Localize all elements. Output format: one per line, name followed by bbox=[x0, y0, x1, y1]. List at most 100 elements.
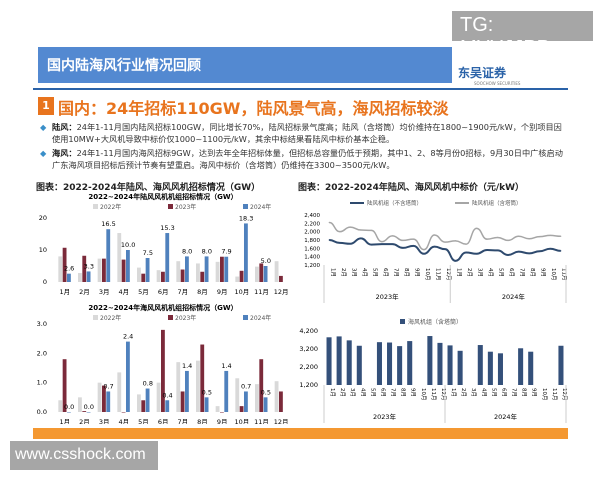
x-tick-label: 7月 bbox=[178, 418, 189, 424]
x-tick-label: 5月 bbox=[138, 418, 149, 424]
y-tick-label: 20 bbox=[39, 214, 47, 222]
bar bbox=[121, 412, 126, 413]
bar bbox=[137, 394, 141, 412]
x-tick-label: 10月 bbox=[234, 288, 249, 296]
bar bbox=[117, 372, 122, 412]
data-label: 3.3 bbox=[84, 262, 94, 270]
data-point bbox=[402, 247, 404, 249]
bar bbox=[161, 271, 165, 282]
x-tick-label: 11月 bbox=[430, 388, 437, 401]
section-number: 1 bbox=[38, 97, 54, 115]
bar bbox=[58, 400, 63, 412]
legend-swatch bbox=[243, 204, 248, 209]
bar bbox=[180, 269, 185, 282]
bar bbox=[376, 342, 382, 385]
group-label: 2024年 bbox=[502, 292, 526, 301]
data-label: 0.7 bbox=[103, 382, 113, 390]
bar bbox=[102, 385, 106, 412]
bar bbox=[106, 229, 111, 282]
bar bbox=[259, 359, 264, 412]
data-point bbox=[391, 243, 393, 245]
legend-swatch bbox=[400, 319, 405, 324]
header-divider bbox=[33, 88, 568, 90]
legend-swatch bbox=[168, 315, 173, 320]
data-point bbox=[528, 238, 530, 240]
x-tick-label: 10月 bbox=[420, 388, 427, 401]
diamond-icon: ◆ bbox=[40, 122, 47, 132]
x-tick-label: 4月 bbox=[119, 418, 130, 424]
data-point bbox=[518, 251, 520, 253]
x-tick-label: 7月 bbox=[390, 388, 397, 397]
x-tick-label: 3月 bbox=[99, 288, 110, 296]
data-label: 0.5 bbox=[261, 388, 271, 396]
y-tick-label: 2.0 bbox=[37, 349, 47, 357]
bar bbox=[145, 258, 150, 282]
x-tick-label: 5月 bbox=[369, 388, 376, 397]
y-tick-label: 3.0 bbox=[37, 320, 47, 328]
bar bbox=[326, 337, 332, 385]
data-point bbox=[486, 249, 488, 251]
x-tick-label: 5月 bbox=[371, 268, 378, 277]
data-point bbox=[486, 238, 488, 240]
x-tick-label: 8月 bbox=[521, 388, 528, 397]
x-tick-label: 2月 bbox=[79, 418, 90, 424]
data-point bbox=[497, 249, 499, 252]
x-tick-label: 9月 bbox=[531, 388, 538, 397]
data-point bbox=[328, 221, 330, 224]
chart-onshore-tender: 2022~2024年陆风风机机组招标情况（GW） 2022年 2023年 2024年 0… bbox=[39, 192, 289, 296]
x-tick-label: 4月 bbox=[361, 268, 368, 277]
x-tick-label: 6月 bbox=[379, 388, 386, 397]
data-label: 16.5 bbox=[101, 220, 115, 228]
y-tick-label: 4,200 bbox=[299, 327, 318, 335]
group-label: 2023年 bbox=[373, 412, 397, 421]
data-point bbox=[444, 248, 446, 250]
watermark-bottom: www.csshock.com bbox=[10, 441, 158, 470]
y-tick-label: 2,200 bbox=[304, 221, 320, 227]
x-tick-label: 2月 bbox=[460, 388, 467, 397]
data-point bbox=[528, 252, 530, 254]
data-point bbox=[402, 239, 404, 242]
data-point bbox=[360, 229, 362, 231]
x-tick-label: 8月 bbox=[400, 388, 407, 397]
bar bbox=[97, 382, 102, 412]
bar bbox=[235, 276, 240, 282]
bar bbox=[196, 263, 200, 282]
legend-swatch bbox=[168, 204, 173, 209]
data-label: 5.0 bbox=[261, 257, 271, 265]
x-tick-label: 12月 bbox=[274, 288, 289, 296]
data-point bbox=[560, 250, 562, 252]
bar bbox=[255, 384, 259, 412]
x-tick-label: 4月 bbox=[119, 288, 130, 296]
bar bbox=[62, 359, 67, 412]
x-tick-label: 10月 bbox=[550, 268, 557, 281]
bar bbox=[184, 256, 189, 282]
bar bbox=[180, 391, 185, 412]
bar bbox=[215, 406, 220, 412]
bar bbox=[62, 247, 67, 282]
x-tick-label: 12月 bbox=[440, 388, 447, 401]
x-tick-label: 9月 bbox=[413, 268, 420, 277]
data-point bbox=[349, 243, 351, 245]
bar bbox=[497, 353, 503, 385]
bar bbox=[141, 400, 146, 412]
data-point bbox=[423, 253, 425, 255]
data-point bbox=[454, 240, 457, 242]
x-tick-label: 3月 bbox=[99, 418, 110, 424]
y-tick-label: 1,200 bbox=[299, 381, 318, 389]
x-tick-label: 4月 bbox=[487, 268, 494, 277]
legend-label: 陆风机组（含塔筒） bbox=[472, 199, 522, 207]
x-tick-label: 11月 bbox=[551, 388, 558, 401]
x-tick-label: 1月 bbox=[329, 268, 336, 277]
bar bbox=[200, 344, 205, 412]
bar bbox=[239, 270, 244, 282]
data-point bbox=[475, 253, 478, 255]
legend-label: 2022年 bbox=[100, 203, 121, 211]
x-tick-label: 5月 bbox=[498, 268, 505, 277]
legend-label: 海风机组（含塔筒） bbox=[408, 318, 462, 326]
bar bbox=[437, 342, 443, 385]
bar bbox=[387, 342, 393, 385]
bar bbox=[356, 345, 362, 385]
data-label: 1.4 bbox=[221, 362, 231, 370]
bar bbox=[58, 256, 63, 282]
bar bbox=[200, 271, 205, 282]
